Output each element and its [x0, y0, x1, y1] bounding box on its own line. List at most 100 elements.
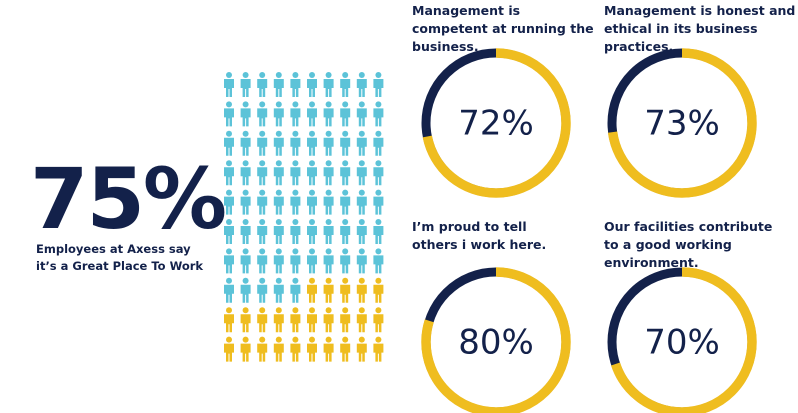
person-head — [358, 72, 365, 78]
person-head — [242, 130, 249, 137]
person-icon — [340, 130, 351, 156]
person-icon — [224, 277, 234, 303]
person-icon — [224, 189, 234, 215]
person-icon — [240, 130, 251, 156]
person-icon — [373, 101, 384, 127]
person-head — [309, 248, 315, 255]
person-icon — [240, 248, 251, 274]
person-icon — [257, 248, 268, 274]
person-body — [373, 284, 384, 303]
person-body — [356, 79, 367, 97]
person-head — [275, 160, 282, 167]
person-body — [257, 79, 268, 97]
person-icon — [273, 336, 284, 362]
person-body — [273, 167, 284, 186]
person-head — [309, 219, 315, 225]
person-body — [356, 196, 367, 215]
person-body — [340, 314, 351, 333]
person-icon — [290, 72, 301, 97]
person-body — [356, 108, 367, 127]
person-head — [292, 160, 299, 167]
person-icon — [273, 160, 284, 186]
person-body — [340, 255, 351, 274]
person-icon — [290, 160, 301, 186]
person-head — [375, 130, 382, 137]
person-icon — [356, 160, 367, 186]
person-head — [259, 248, 266, 255]
person-icon — [323, 72, 334, 97]
person-body — [356, 167, 367, 186]
person-icon — [240, 160, 251, 186]
person-body — [290, 314, 301, 333]
person-body — [323, 79, 334, 97]
person-body — [273, 79, 284, 97]
person-icon — [373, 189, 384, 215]
donut-value: 70% — [644, 323, 720, 363]
person-body — [257, 196, 268, 215]
person-icon — [373, 130, 384, 156]
person-icon — [373, 336, 384, 362]
person-body — [323, 343, 334, 362]
person-head — [375, 277, 382, 284]
person-icon — [290, 189, 301, 215]
person-icon — [307, 130, 317, 156]
donut-arc — [607, 267, 757, 413]
person-head — [358, 219, 365, 225]
person-head — [375, 219, 382, 225]
person-body — [224, 167, 234, 186]
person-body — [373, 137, 384, 156]
person-icon — [356, 277, 367, 303]
person-icon — [323, 130, 334, 156]
person-head — [275, 72, 282, 78]
person-head — [342, 336, 349, 343]
person-head — [242, 189, 249, 196]
person-head — [325, 336, 332, 343]
person-body — [257, 108, 268, 127]
person-icon — [373, 248, 384, 274]
person-body — [290, 108, 301, 127]
person-body — [307, 226, 317, 244]
person-head — [309, 336, 315, 343]
person-body — [257, 343, 268, 362]
person-icon — [290, 277, 301, 303]
person-head — [325, 130, 332, 137]
person-body — [356, 284, 367, 303]
person-body — [224, 314, 234, 333]
person-body — [257, 226, 268, 244]
person-head — [375, 189, 382, 196]
person-icon — [257, 336, 268, 362]
person-body — [240, 79, 251, 97]
person-icon — [224, 307, 234, 333]
person-body — [240, 226, 251, 244]
person-icon — [340, 307, 351, 333]
person-head — [259, 307, 266, 314]
person-body — [307, 284, 317, 303]
person-body — [307, 255, 317, 274]
donut-title: I’m proud to tell others i work here. — [412, 219, 547, 252]
person-body — [307, 196, 317, 215]
person-icon — [307, 219, 317, 244]
person-icon — [340, 219, 351, 244]
person-body — [307, 314, 317, 333]
person-body — [340, 79, 351, 97]
person-body — [373, 343, 384, 362]
person-icon — [323, 307, 334, 333]
person-head — [292, 277, 299, 284]
person-body — [224, 343, 234, 362]
person-head — [325, 72, 332, 78]
person-body — [340, 284, 351, 303]
person-body — [323, 255, 334, 274]
person-icon — [240, 277, 251, 303]
person-head — [358, 160, 365, 167]
person-body — [323, 314, 334, 333]
person-icon — [290, 336, 301, 362]
person-head — [226, 160, 232, 167]
person-head — [259, 336, 266, 343]
person-head — [358, 130, 365, 137]
person-icon — [257, 307, 268, 333]
person-body — [240, 255, 251, 274]
person-icon — [323, 336, 334, 362]
person-icon — [224, 219, 234, 244]
person-body — [340, 226, 351, 244]
person-head — [309, 189, 315, 196]
